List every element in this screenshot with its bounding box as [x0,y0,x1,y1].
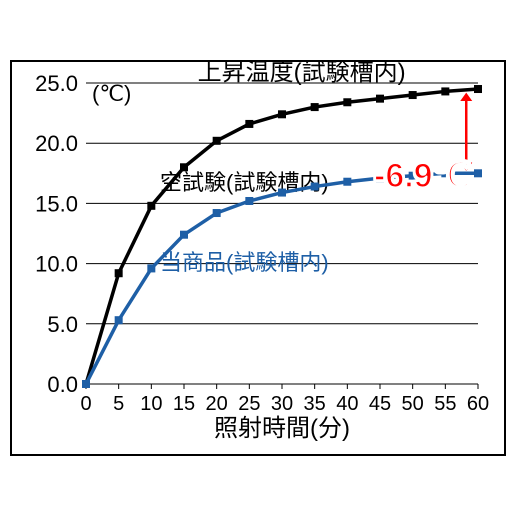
svg-text:25.0: 25.0 [35,71,78,96]
svg-text:当商品(試験槽内): 当商品(試験槽内) [160,250,329,275]
svg-text:0: 0 [80,393,91,415]
svg-text:0.0: 0.0 [47,372,78,397]
svg-text:上昇温度(試験槽内): 上昇温度(試験槽内) [198,62,406,86]
svg-text:空試験(試験槽内): 空試験(試験槽内) [160,170,329,195]
svg-text:5.0: 5.0 [47,312,78,337]
delta-callout: -6.9℃ [374,156,471,196]
chart-frame: 0.0 5.0 10.0 15.0 20.0 25.0 (℃) 上昇温度(試験槽内) 05 10 1… [10,60,506,456]
chart-container: 0.0 5.0 10.0 15.0 20.0 25.0 (℃) 上昇温度(試験槽内) 05 10 1… [0,0,512,512]
chart-svg: 0.0 5.0 10.0 15.0 20.0 25.0 (℃) 上昇温度(試験槽内) 05 10 1… [12,62,504,454]
svg-text:5: 5 [113,393,124,415]
svg-text:30: 30 [271,393,293,415]
svg-text:40: 40 [336,393,358,415]
svg-text:照射時間(分): 照射時間(分) [214,415,350,442]
svg-text:10: 10 [140,393,162,415]
svg-text:15: 15 [173,393,195,415]
svg-text:25: 25 [238,393,260,415]
svg-text:60: 60 [467,393,489,415]
svg-text:(℃): (℃) [92,81,131,106]
svg-text:15.0: 15.0 [35,191,78,216]
svg-text:50: 50 [402,393,424,415]
svg-text:20.0: 20.0 [35,131,78,156]
svg-text:10.0: 10.0 [35,252,78,277]
svg-text:45: 45 [369,393,391,415]
svg-text:20: 20 [206,393,228,415]
svg-text:55: 55 [434,393,456,415]
svg-text:35: 35 [304,393,326,415]
